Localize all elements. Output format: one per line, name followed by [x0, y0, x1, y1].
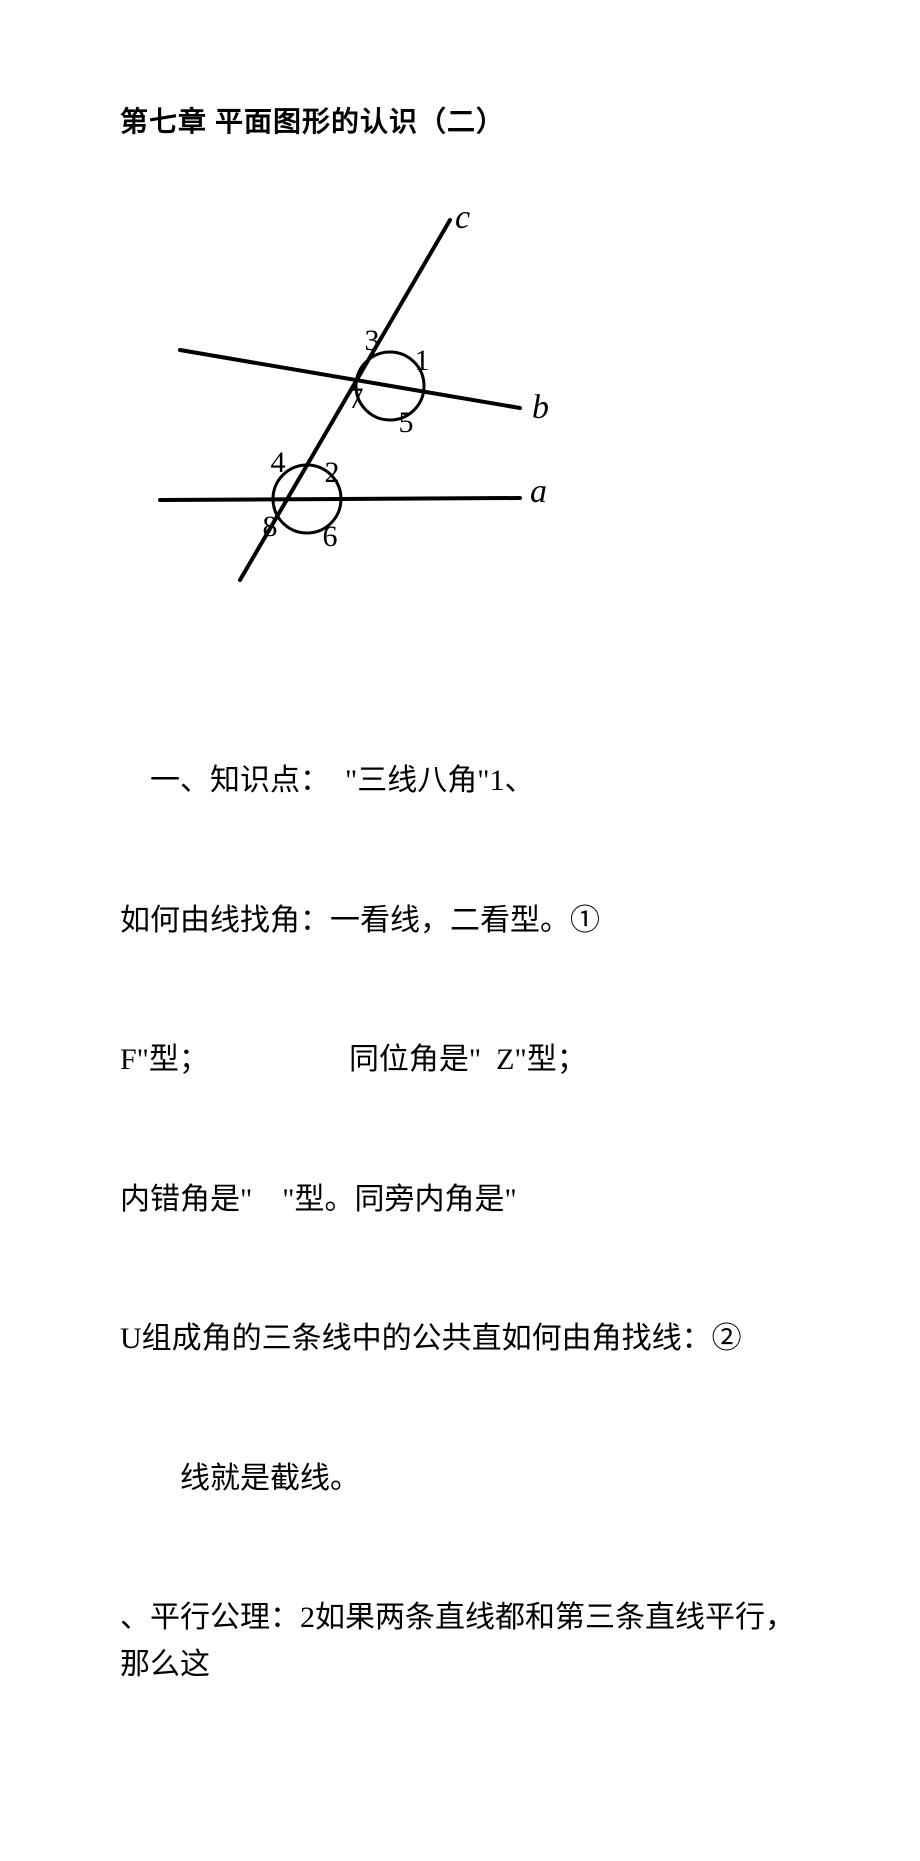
svg-text:b: b	[532, 389, 549, 426]
document-page: 第七章 平面图形的认识（二） a b c 3 1 7 5 4 2 8 6 一、知识点： "三线八角"…	[0, 0, 920, 1861]
svg-text:a: a	[530, 473, 547, 510]
paragraph-2: 如何由线找角：一看线，二看型。①	[120, 898, 800, 945]
paragraph-6: 线就是截线。	[120, 1456, 800, 1503]
svg-text:4: 4	[271, 446, 286, 479]
svg-text:8: 8	[263, 510, 278, 543]
spacer	[209, 1037, 349, 1084]
three-lines-eight-angles-svg: a b c 3 1 7 5 4 2 8 6	[120, 180, 580, 600]
svg-text:5: 5	[399, 406, 414, 439]
paragraph-3: F"型； 同位角是" Z"型；	[120, 1037, 800, 1084]
svg-text:c: c	[455, 199, 470, 236]
paragraph-7: 、平行公理：2如果两条直线都和第三条直线平行，那么这	[120, 1595, 800, 1688]
paragraph-1: 一、知识点： "三线八角"1、	[120, 758, 800, 805]
svg-text:3: 3	[365, 324, 380, 357]
geometry-diagram: a b c 3 1 7 5 4 2 8 6	[120, 180, 580, 605]
paragraph-4: 内错角是" "型。同旁内角是"	[120, 1177, 800, 1224]
svg-text:6: 6	[323, 520, 338, 553]
body-text-block: 一、知识点： "三线八角"1、 如何由线找角：一看线，二看型。① F"型； 同位…	[120, 665, 800, 1781]
chapter-title: 第七章 平面图形的认识（二）	[120, 100, 800, 140]
paragraph-5: U组成角的三条线中的公共直如何由角找线：②	[120, 1316, 800, 1363]
svg-text:7: 7	[349, 382, 364, 415]
svg-text:2: 2	[325, 456, 340, 489]
svg-text:1: 1	[415, 344, 430, 377]
paragraph-3a: F"型；	[120, 1037, 209, 1084]
paragraph-3b: 同位角是" Z"型；	[349, 1037, 587, 1084]
